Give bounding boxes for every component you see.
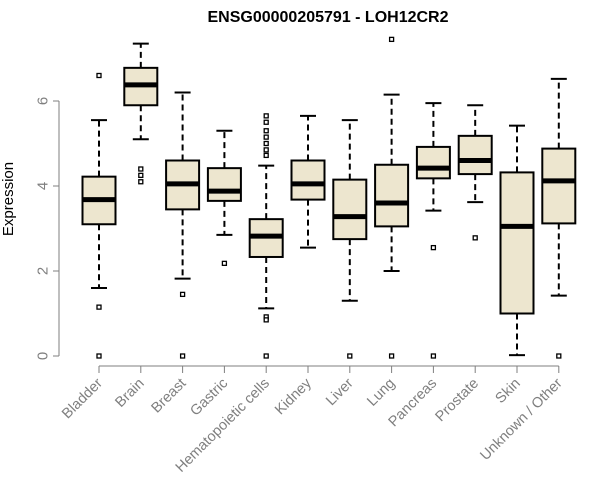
outlier-point [263,134,269,140]
iqr-box [457,134,493,176]
outlier-point [347,353,353,359]
box-group [81,72,117,359]
outlier-point [556,353,562,359]
outlier-point [263,147,269,153]
x-tick-label: Kidney [272,375,315,418]
y-tick-label: 0 [35,352,52,360]
box-group [541,77,577,359]
outlier-point [263,317,269,323]
outlier-point [263,140,269,147]
box-group [374,36,410,359]
x-tick-label: Brain [112,376,147,411]
outlier-point [96,72,102,79]
y-tick-label: 6 [35,97,52,105]
box-group [332,119,368,359]
box-group [206,129,242,267]
outlier-point [138,166,144,172]
outlier-point [263,113,269,119]
x-tick-label: Breast [148,376,189,417]
outlier-point [263,128,269,134]
iqr-box [499,171,535,315]
y-axis: 0 2 4 6 [35,97,60,360]
box-group [165,91,201,359]
x-tick-label: Bladder [59,375,106,422]
outlier-point [96,353,102,359]
chart-title: ENSG00000205791 - LOH12CR2 [207,9,448,26]
y-tick-label: 2 [35,267,52,275]
y-tick-label: 4 [35,182,52,190]
x-tick-label: Lung [364,376,398,410]
outlier-point [179,291,186,298]
box-group [290,114,326,249]
x-tick-label: Liver [323,375,357,409]
boxes [81,36,577,359]
box-group [123,42,159,185]
outlier-point [221,260,228,267]
outlier-point [263,152,269,159]
box-group [248,113,284,359]
x-tick-label: Skin [493,376,524,407]
outlier-point [96,304,102,310]
x-tick-label: Prostate [433,376,482,425]
outlier-point [472,235,478,241]
iqr-box [374,163,410,228]
y-axis-label: Expression [0,162,17,236]
outlier-point [388,353,395,359]
iqr-box [290,159,326,201]
box-group [499,124,535,357]
outlier-point [179,353,186,359]
iqr-box [206,167,242,202]
box-group [457,104,493,241]
outlier-point [430,353,437,359]
outlier-point [430,244,437,251]
outlier-point [263,353,269,359]
outlier-point [388,36,395,43]
iqr-box [415,145,451,180]
box-group [415,102,451,359]
outlier-point [263,119,269,125]
iqr-box [541,147,577,225]
iqr-box [332,178,368,241]
outlier-point [138,172,144,179]
outlier-point [138,179,144,185]
